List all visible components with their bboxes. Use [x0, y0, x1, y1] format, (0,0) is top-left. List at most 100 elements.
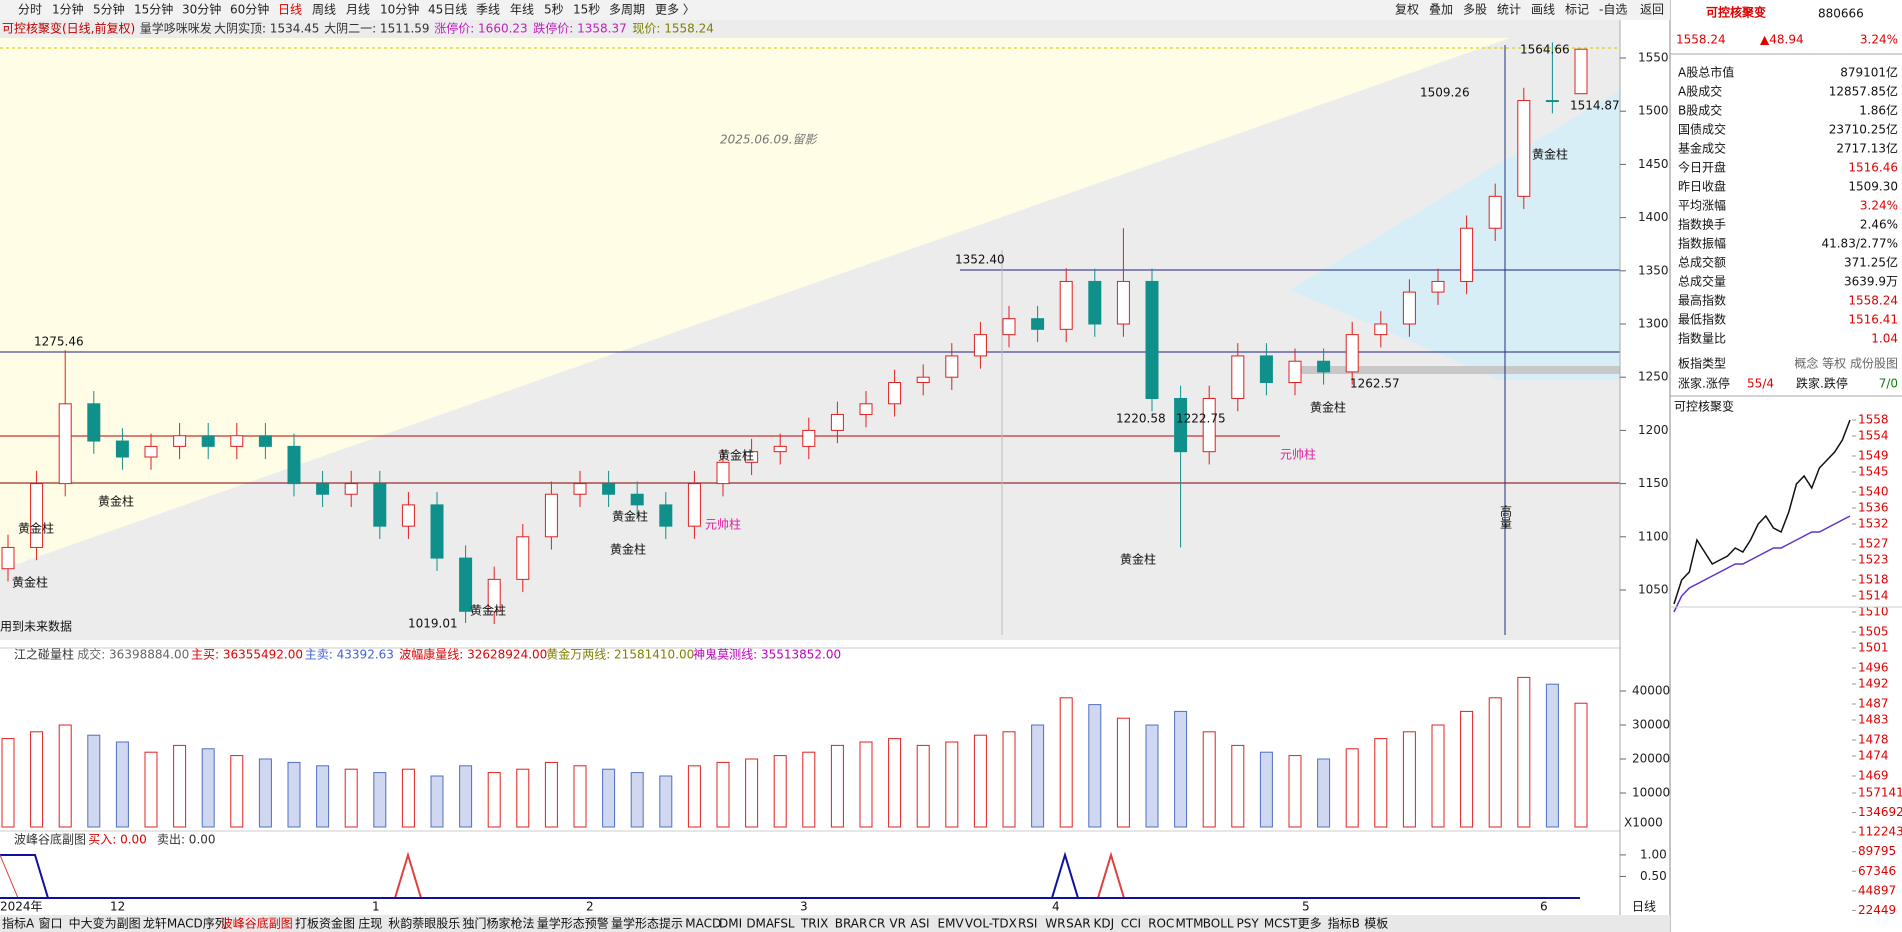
- toolbar-item[interactable]: 多股: [1463, 3, 1487, 17]
- stat-label: B股成交: [1678, 103, 1722, 118]
- tab[interactable]: 龙轩MACD序列: [143, 916, 227, 931]
- stat-value: 2.46%: [1860, 218, 1898, 232]
- volume-bar: [687, 765, 701, 828]
- toolbar-item[interactable]: 10分钟: [380, 2, 419, 17]
- toolbar-item[interactable]: 15分钟: [134, 2, 173, 17]
- stat-label: A股总市值: [1678, 65, 1734, 80]
- volume-bar: [1288, 755, 1302, 828]
- toolbar-item[interactable]: 叠加: [1429, 3, 1453, 17]
- toolbar-item[interactable]: 年线: [510, 3, 534, 17]
- tab[interactable]: 独门杨家枪法: [463, 916, 535, 931]
- candle-body: [401, 504, 415, 527]
- toolbar-item[interactable]: 复权: [1395, 3, 1419, 17]
- candle-body: [1488, 195, 1502, 229]
- toolbar-item[interactable]: 季线: [476, 3, 500, 17]
- y-tick-label: 1.00: [1640, 847, 1667, 861]
- toolbar-item[interactable]: 画线: [1531, 3, 1555, 17]
- toolbar-item[interactable]: -自选: [1599, 3, 1627, 17]
- tab[interactable]: 更多: [1298, 917, 1322, 931]
- tab[interactable]: DMA: [746, 917, 775, 931]
- toolbar-item[interactable]: 5分钟: [93, 2, 125, 17]
- price-line: [1673, 419, 1851, 605]
- y-tick-label: 1558: [1858, 413, 1889, 427]
- stat-value: 3.24%: [1860, 199, 1898, 213]
- toolbar-item[interactable]: 多周期: [609, 3, 645, 17]
- tab[interactable]: KDJ: [1093, 917, 1114, 931]
- volume-bar: [773, 755, 787, 828]
- panel-name: 可控核聚变: [1706, 5, 1766, 20]
- y-tick-label: 1474: [1858, 749, 1889, 763]
- annotation: 1352.40: [955, 253, 1005, 267]
- toolbar-item[interactable]: 15秒: [573, 3, 600, 17]
- tab[interactable]: 窗口: [39, 917, 63, 931]
- tab[interactable]: 庄现: [358, 916, 382, 931]
- stat-label: 今日开盘: [1678, 160, 1726, 175]
- y-tick-label: 10000: [1632, 786, 1670, 800]
- tab[interactable]: MACD: [685, 917, 721, 931]
- tab[interactable]: 秋韵萘眼股乐: [388, 916, 460, 931]
- annotation: 黄金柱: [18, 521, 54, 536]
- tab[interactable]: VOL-TDX: [965, 917, 1017, 931]
- candle-body: [1288, 360, 1302, 384]
- header-item: 卖出: 0.00: [157, 833, 216, 847]
- toolbar-item[interactable]: 周线: [312, 3, 336, 17]
- toolbar-item[interactable]: 日线: [278, 3, 302, 17]
- toolbar-item[interactable]: 30分钟: [182, 2, 221, 17]
- tab[interactable]: BOLL: [1203, 917, 1234, 931]
- y-tick-label: 0.50: [1640, 869, 1667, 883]
- toolbar-item[interactable]: 1分钟: [52, 2, 84, 17]
- candle-body: [87, 403, 101, 442]
- volume-bar: [716, 761, 730, 828]
- tab[interactable]: PSY: [1237, 917, 1260, 931]
- candle-body: [1231, 355, 1245, 399]
- tab[interactable]: ASI: [910, 917, 929, 931]
- tab[interactable]: 打板资金图: [295, 916, 355, 931]
- tab[interactable]: 中大变为副图: [69, 916, 141, 931]
- tab[interactable]: 波峰谷底副图: [221, 916, 293, 931]
- tab[interactable]: ROC: [1148, 917, 1174, 931]
- tab[interactable]: CR: [868, 917, 885, 931]
- tab[interactable]: 量学形态提示: [611, 916, 683, 931]
- tab[interactable]: RSI: [1018, 917, 1037, 931]
- tab[interactable]: MCST: [1264, 917, 1298, 931]
- toolbar-item[interactable]: 标记: [1565, 3, 1589, 17]
- tab[interactable]: SAR: [1066, 917, 1090, 931]
- annotation: 元帅柱: [1280, 447, 1316, 462]
- stat-value: 1516.41: [1848, 313, 1898, 327]
- tab[interactable]: TRIX: [800, 917, 828, 931]
- toolbar-item[interactable]: 统计: [1497, 3, 1521, 17]
- toolbar-item[interactable]: 5秒: [544, 3, 564, 17]
- volume-bar: [1517, 676, 1531, 828]
- annotation: 元帅柱: [705, 517, 741, 532]
- candle-body: [1402, 291, 1416, 325]
- volume-bar: [430, 775, 444, 828]
- toolbar-item[interactable]: 45日线: [428, 3, 467, 17]
- tab[interactable]: 指标A: [2, 916, 35, 931]
- candle-body: [1374, 323, 1388, 336]
- tab[interactable]: BRAR: [835, 917, 868, 931]
- tab[interactable]: CCI: [1121, 917, 1141, 931]
- tab[interactable]: FSL: [774, 917, 795, 931]
- y-tick-label: 1350: [1638, 263, 1669, 277]
- volume-bar: [173, 744, 187, 828]
- tab[interactable]: WR: [1045, 917, 1065, 931]
- tab[interactable]: VR: [889, 917, 906, 931]
- candle-body: [945, 355, 959, 378]
- tab[interactable]: 模板: [1364, 917, 1388, 931]
- volume-bar: [602, 768, 616, 828]
- stat-label: 最高指数: [1678, 293, 1726, 308]
- tab[interactable]: 量学形态预警: [537, 916, 609, 931]
- header-item: 量学哆咪咪发: [140, 21, 212, 36]
- y-tick-label: 1300: [1638, 317, 1669, 331]
- tab[interactable]: DMI: [719, 917, 742, 931]
- toolbar-item[interactable]: 60分钟: [230, 2, 269, 17]
- tab[interactable]: MTM: [1175, 917, 1203, 931]
- tab[interactable]: 指标B: [1328, 916, 1360, 931]
- indicator-peak: [0, 854, 19, 899]
- toolbar-item[interactable]: 分时: [18, 3, 42, 17]
- toolbar-item[interactable]: 月线: [346, 3, 370, 17]
- toolbar-item[interactable]: 返回: [1640, 3, 1664, 17]
- panel-price: 1558.24: [1676, 33, 1726, 47]
- toolbar-item[interactable]: 更多 〉: [655, 3, 695, 17]
- tab[interactable]: EMV: [938, 917, 965, 931]
